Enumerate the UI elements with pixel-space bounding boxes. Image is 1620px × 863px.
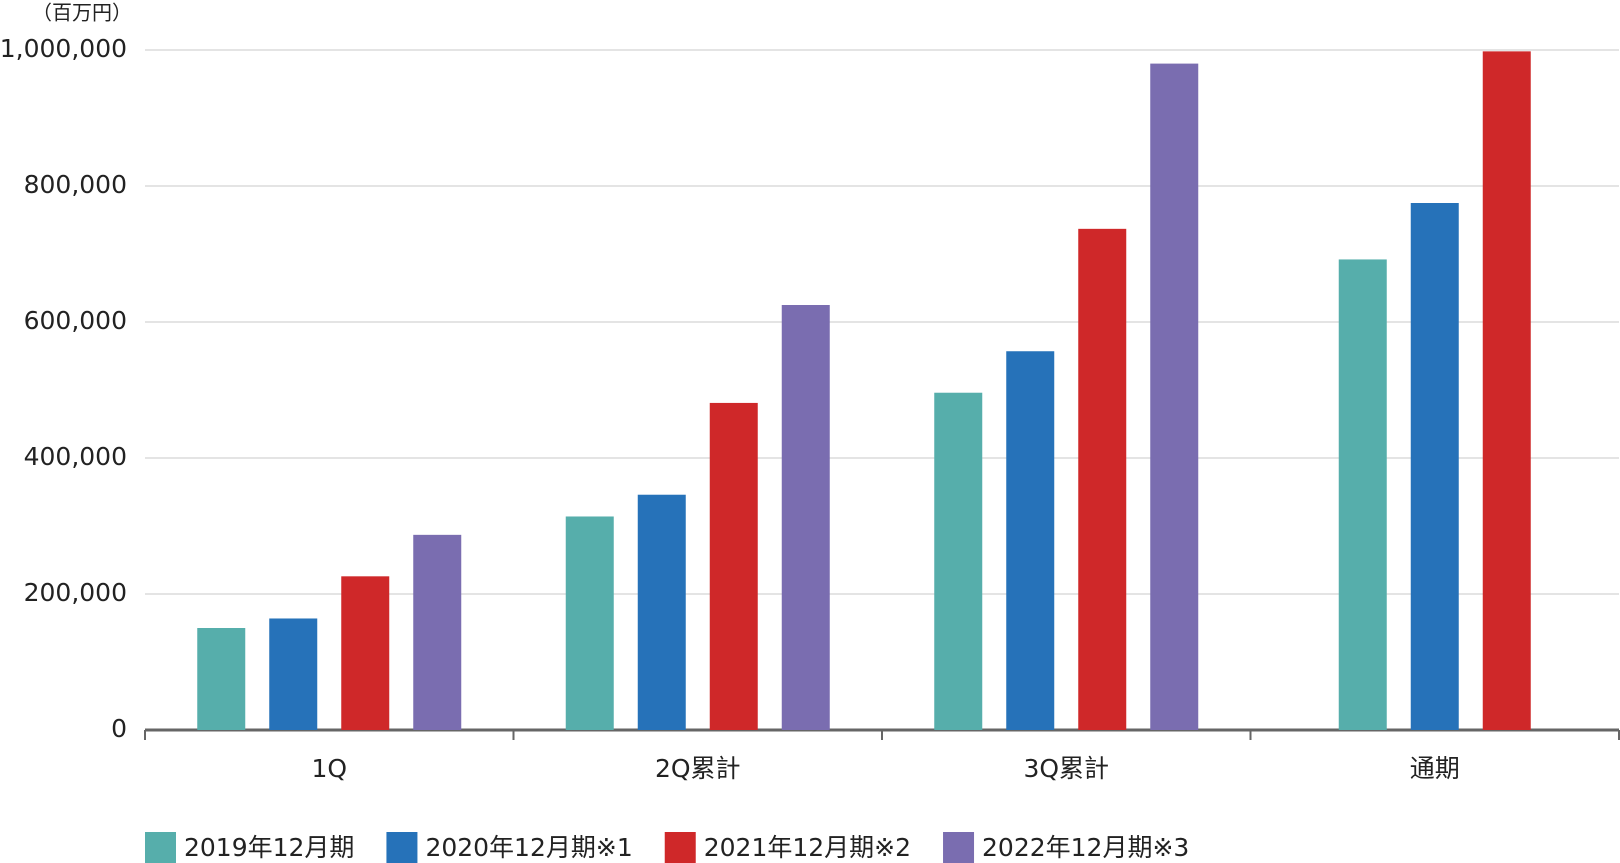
x-tick-label: 1Q <box>311 754 347 783</box>
legend-label: 2020年12月期※1 <box>425 833 632 862</box>
x-tick-label: 3Q累計 <box>1023 754 1109 783</box>
bar <box>1482 51 1531 731</box>
x-tick-label: 通期 <box>1410 754 1460 783</box>
bar <box>413 534 462 730</box>
bar <box>197 628 246 730</box>
bar <box>1006 351 1055 730</box>
bar <box>934 392 983 730</box>
bar <box>1078 228 1127 730</box>
x-tick-label: 2Q累計 <box>655 754 741 783</box>
legend-label: 2022年12月期※3 <box>982 833 1189 862</box>
bar <box>269 618 318 730</box>
unit-label: （百万円） <box>32 1 132 25</box>
y-tick-label: 1,000,000 <box>0 34 127 63</box>
bar <box>1410 203 1459 730</box>
legend-label: 2019年12月期 <box>184 833 354 862</box>
y-tick-label: 200,000 <box>24 578 127 607</box>
bar <box>1150 63 1199 731</box>
bar <box>1338 259 1387 730</box>
legend-swatch <box>145 832 176 863</box>
legend-swatch <box>386 832 418 863</box>
legend-swatch <box>943 832 975 863</box>
bar <box>341 576 390 730</box>
legend-swatch <box>664 832 696 863</box>
y-tick-label: 0 <box>111 714 127 743</box>
legend-label: 2021年12月期※2 <box>704 833 911 862</box>
bar <box>565 516 614 730</box>
bar <box>637 494 686 730</box>
bar <box>781 305 830 730</box>
bar <box>709 402 758 730</box>
y-tick-label: 800,000 <box>24 170 127 199</box>
y-tick-label: 600,000 <box>24 306 127 335</box>
y-tick-label: 400,000 <box>24 442 127 471</box>
